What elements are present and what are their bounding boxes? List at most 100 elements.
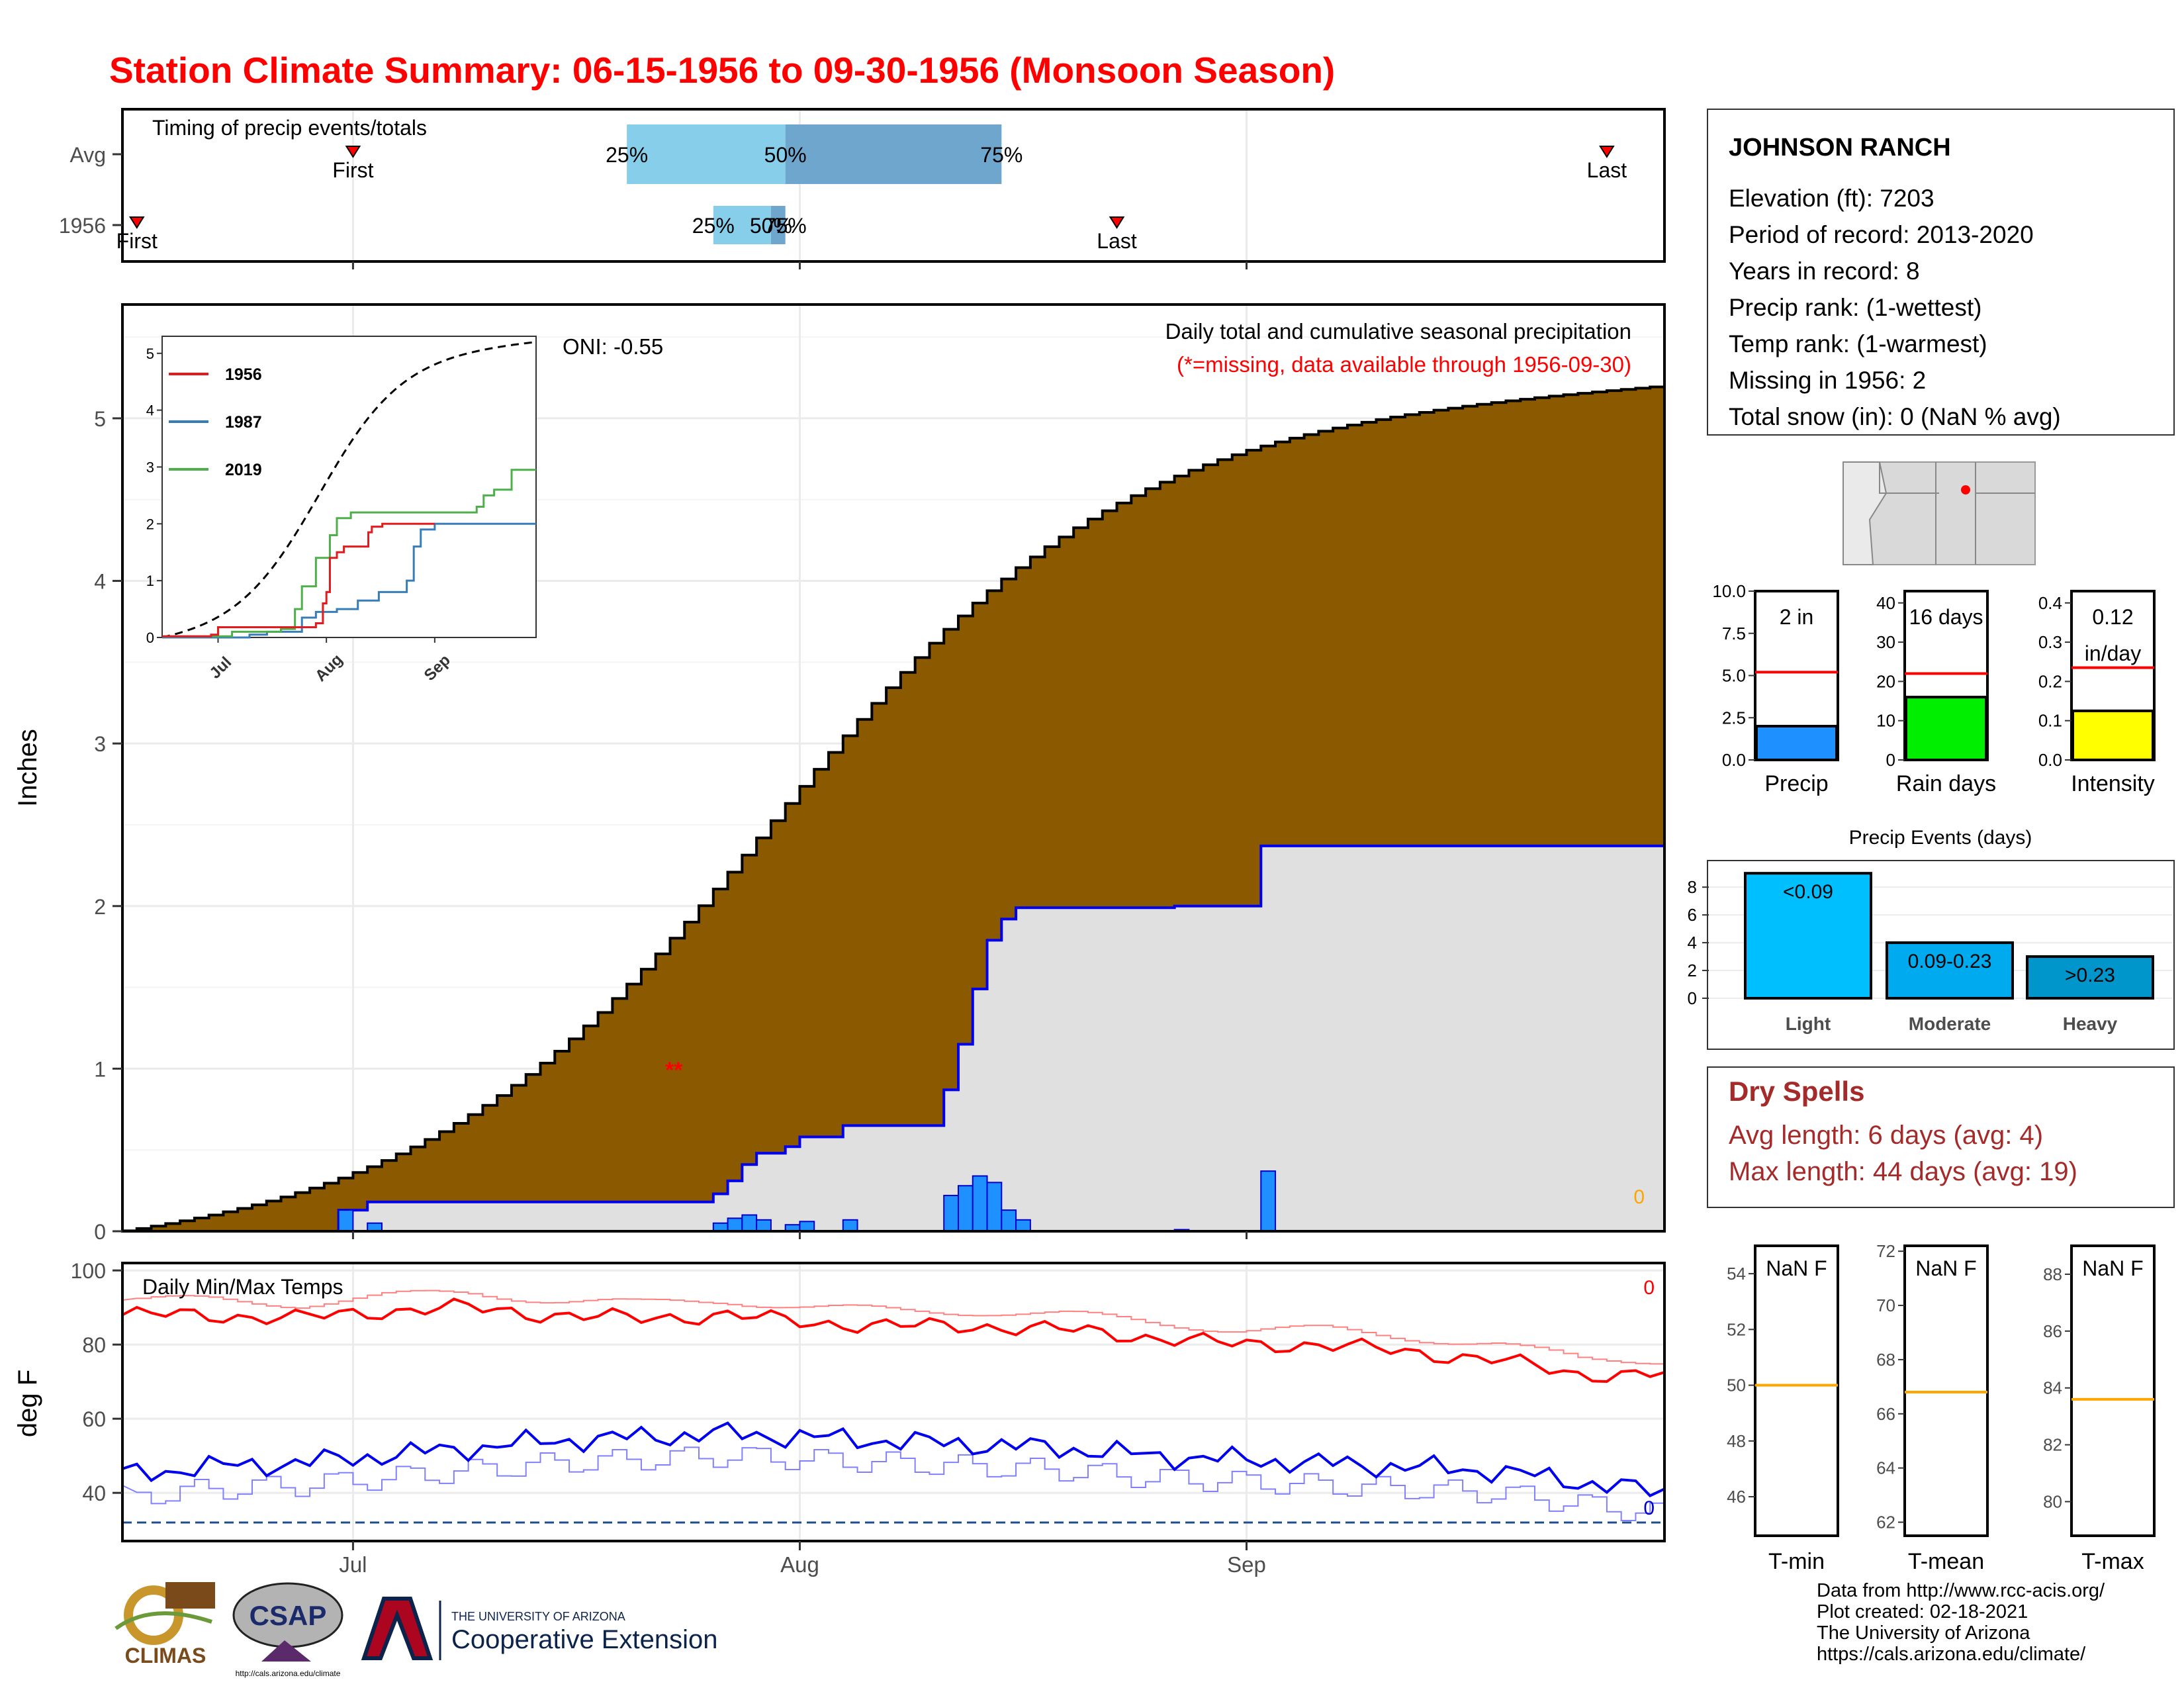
mini-bar-y-tick: 20 [1876, 671, 1895, 691]
inset-legend-1956: 1956 [225, 365, 262, 384]
daily-precip-bar [842, 1219, 858, 1232]
temp-min-missing: 0 [1643, 1497, 1655, 1519]
timing-row-label-1956: 1956 [59, 214, 106, 238]
event-marker [1599, 146, 1615, 158]
climas-text: CLIMAS [125, 1644, 206, 1667]
daily-precip-bar [799, 1221, 815, 1233]
quartile-bar-25-50 [713, 206, 771, 244]
oni-label: ONI: -0.55 [563, 334, 663, 359]
mini-bar-y-tick: 0.1 [2038, 711, 2062, 731]
events-bar [2026, 955, 2154, 1000]
inset-y-tick: 5 [146, 346, 154, 362]
cumulative-1956-area [122, 844, 1666, 1233]
mini-bar-y-tick: 5.0 [1722, 666, 1746, 686]
quartile-label: 25% [692, 214, 735, 238]
quartile-bar-50-75 [770, 206, 786, 244]
x-tick-label: Sep [1227, 1552, 1266, 1577]
y-tick-label: 100 [71, 1259, 106, 1283]
temp-box-value-label: NaN F [1766, 1256, 1827, 1280]
temp-box-y-tick: 82 [2043, 1435, 2062, 1455]
daily-precip-bar [1260, 1170, 1277, 1232]
y-tick-label: 5 [94, 407, 106, 431]
csap-url: http://cals.arizona.edu/climate [236, 1669, 341, 1678]
daily-precip-bar [756, 1219, 772, 1232]
mini-bar-y-tick: 0.2 [2038, 671, 2062, 691]
temp-box-y-tick: 54 [1727, 1264, 1746, 1284]
quartile-bar-50-75 [785, 124, 1002, 184]
temp-box-y-tick: 80 [2043, 1491, 2062, 1511]
timing-row-label-avg: Avg [69, 143, 106, 167]
mini-bar-value-label: 0.12 [2092, 605, 2133, 629]
temp-box-y-tick: 66 [1876, 1404, 1895, 1424]
inset-y-tick: 0 [146, 630, 154, 646]
events-category-label: Heavy [2063, 1013, 2118, 1034]
events-bar-label: <0.09 [1783, 881, 1833, 903]
station-line: Missing in 1956: 2 [1729, 367, 1926, 394]
mini-bar-value-label: 2 in [1780, 605, 1814, 629]
ua-big-text: Cooperative Extension [451, 1625, 717, 1654]
temp-box-y-tick: 88 [2043, 1264, 2062, 1284]
temp-box-frame [1903, 1244, 1989, 1537]
temp-box-t-min: 46 48 50 52 54 NaN F T-min [1727, 1244, 1839, 1574]
locator-map [1843, 461, 2036, 565]
events-y-tick: 0 [1688, 988, 1697, 1008]
daily-precip-bar [741, 1214, 758, 1233]
mini-bar-y-tick: 2.5 [1722, 708, 1746, 727]
mini-bar-value [1755, 725, 1838, 761]
event-marker [128, 216, 145, 229]
temp-box-y-tick: 70 [1876, 1295, 1895, 1315]
mini-bar-y-tick: 10.0 [1712, 581, 1746, 601]
ua-logo: THE UNIVERSITY OF ARIZONA Cooperative Ex… [361, 1597, 717, 1660]
temp-box-y-tick: 52 [1727, 1319, 1746, 1339]
y-tick-label: 4 [94, 570, 106, 594]
events-bar-label: >0.23 [2065, 964, 2115, 986]
avg-min-temp-line [122, 1446, 1665, 1522]
credit-line: Plot created: 02-18-2021 [1817, 1601, 2028, 1622]
mini-bar-intensity: 0.0 0.1 0.2 0.3 0.4 0.12 in/day Intensity [2038, 590, 2156, 796]
y-tick-label: 2 [94, 895, 106, 919]
mini-bar-charts: 0.0 2.5 5.0 7.5 10.0 2 in Precip 0 10 20 30 40 16 da… [1712, 581, 2156, 796]
avg-max-temp-line [122, 1289, 1665, 1365]
event-marker [345, 146, 361, 158]
csap-text: CSAP [250, 1600, 327, 1631]
temp-box-y-tick: 64 [1876, 1458, 1895, 1478]
temp-box-t-mean: 62 64 66 68 70 72 NaN F T-mean [1876, 1241, 1989, 1574]
temp-box-category-label: T-mean [1908, 1549, 1984, 1574]
mini-bar-y-tick: 0.4 [2038, 593, 2062, 613]
dry-spells-avg: Avg length: 6 days (avg: 4) [1729, 1121, 2043, 1150]
mini-bar-y-tick: 30 [1876, 632, 1895, 652]
credit-line: https://cals.arizona.edu/climate/ [1817, 1644, 2086, 1665]
credits: Data from http://www.rcc-acis.org/ Plot … [1817, 1580, 2105, 1665]
x-tick-label: Aug [780, 1552, 819, 1577]
max-temp-line [122, 1297, 1665, 1383]
events-bar [1744, 872, 1872, 1000]
mini-bar-category-label: Precip [1764, 771, 1828, 796]
inset-legend-2019: 2019 [225, 461, 262, 479]
temp-box-y-tick: 62 [1876, 1513, 1895, 1532]
events-category-label: Light [1786, 1013, 1831, 1034]
temp-box-frame [2070, 1244, 2156, 1537]
temp-box-category-label: T-min [1768, 1549, 1825, 1574]
daily-precip-bar [972, 1175, 988, 1232]
mini-bar-category-label: Intensity [2071, 771, 2155, 796]
mini-bar-y-tick: 0.3 [2038, 632, 2062, 652]
temp-box-y-tick: 72 [1876, 1241, 1895, 1261]
precip-panel: 0 1 2 3 4 5 ** ONI: -0.55 Daily total and cum… [13, 303, 1666, 1244]
mini-bar-y-tick: 10 [1876, 711, 1895, 731]
dry-spells-box: Dry Spells Avg length: 6 days (avg: 4) M… [1707, 1066, 2175, 1208]
timing-panel: Timing of precip events/totals 25% 50% 75%… [59, 108, 1666, 269]
mini-bar-value-label2: in/day [2085, 641, 2141, 665]
inset-1956-line [162, 522, 435, 637]
inset-y-tick: 4 [146, 402, 154, 419]
precip-events-chart: Precip Events (days) 0 2 4 6 8 <0.09 Light 0.09… [1688, 827, 2175, 1050]
quartile-label: 50% [764, 143, 807, 167]
daily-precip-bar [1001, 1209, 1017, 1233]
events-bar [1886, 941, 2014, 1000]
mini-bar-y-tick: 40 [1876, 593, 1895, 613]
event-marker [1109, 216, 1125, 229]
y-tick-label: 40 [82, 1481, 106, 1505]
temp-box-value-label: NaN F [2082, 1256, 2143, 1280]
daily-precip-bar [338, 1209, 354, 1233]
